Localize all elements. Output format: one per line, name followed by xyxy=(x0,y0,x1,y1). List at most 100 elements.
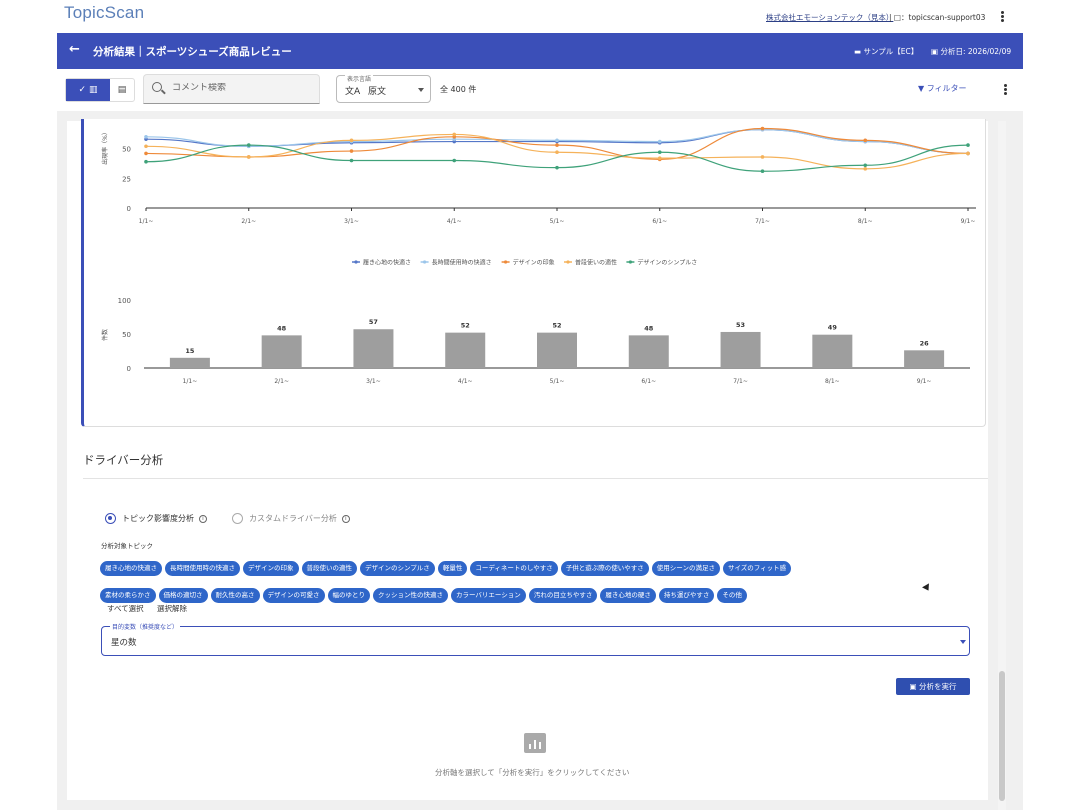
scrollbar-thumb[interactable] xyxy=(999,671,1005,801)
company-link[interactable]: 株式会社エモーションテック（見本） xyxy=(766,13,894,22)
analysis-card: 0 25 50 出現率（%） 1/1~ 2/1~ 3/1~ 4/1~ 5/1~ 6/1~ 7/1~ 8… xyxy=(67,119,988,800)
topic-chip[interactable]: 長時間使用時の快適さ xyxy=(165,561,240,576)
data-point xyxy=(246,155,251,159)
data-label: 49 xyxy=(828,324,838,332)
comment-view-button[interactable]: ▤ xyxy=(117,85,127,95)
legend-label: 長時間使用時の快適さ xyxy=(432,259,492,267)
data-label: 57 xyxy=(369,318,378,326)
y-tick-label: 0 xyxy=(127,365,131,373)
target-variable-value: 星の数 xyxy=(111,638,137,648)
data-label: 52 xyxy=(461,322,470,330)
translate-icon: 文A xyxy=(345,87,361,97)
data-point xyxy=(966,151,970,156)
sample-badge: ▬ サンプル【EC】 xyxy=(854,47,919,56)
y-tick-label: 100 xyxy=(118,297,131,305)
topic-chip[interactable]: 普段使いの適性 xyxy=(301,561,357,576)
comment-search[interactable] xyxy=(143,74,320,104)
legend-label: デザインの印象 xyxy=(513,259,555,267)
data-point xyxy=(452,132,457,137)
view-toggle[interactable]: ✓ ▥ ▤ xyxy=(65,78,135,102)
data-point xyxy=(144,159,148,164)
arrow-back-icon[interactable]: ← xyxy=(69,42,80,57)
topic-chip[interactable]: 耐久性の高さ xyxy=(210,588,260,603)
data-point xyxy=(760,126,765,131)
x-tick-label: 4/1~ xyxy=(458,378,473,385)
topic-chip[interactable]: 履き心地の快適さ xyxy=(100,561,162,576)
trend-chart-panel: 0 25 50 出現率（%） 1/1~ 2/1~ 3/1~ 4/1~ 5/1~ 6/1~ 7/1~ 8… xyxy=(81,119,986,427)
chart-view-button[interactable]: ✓ ▥ xyxy=(66,79,110,101)
data-label: 26 xyxy=(920,339,930,347)
topic-chip[interactable]: 汚れの目立ちやすさ xyxy=(528,588,598,603)
radio-topic-impact[interactable]: トピック影響度分析 i xyxy=(105,513,207,524)
data-point xyxy=(863,138,868,143)
language-label: 表示言語 xyxy=(345,74,374,83)
radio-unselected-icon[interactable] xyxy=(232,513,243,524)
legend-marker xyxy=(566,260,570,264)
more-menu-icon[interactable] xyxy=(996,10,1008,24)
y-axis-label: 件数 xyxy=(101,329,109,341)
data-point xyxy=(349,158,354,163)
info-icon[interactable]: i xyxy=(341,514,350,523)
topic-chip[interactable]: サイズのフィット感 xyxy=(722,561,792,576)
bar xyxy=(353,329,394,368)
data-label: 52 xyxy=(552,322,561,330)
clear-selection-button[interactable]: 選択解除 xyxy=(157,604,187,613)
topic-chip[interactable]: 価格の適切さ xyxy=(158,588,208,603)
bar xyxy=(628,335,669,368)
page-header: ← 分析結果｜スポーツシューズ商品レビュー ▬ サンプル【EC】 ▣ 分析日: … xyxy=(57,33,1023,69)
analysis-date: ▣ 分析日: 2026/02/09 xyxy=(931,47,1012,56)
topic-chip[interactable]: カラーバリエーション xyxy=(451,588,526,603)
dropdown-arrow-icon xyxy=(418,88,424,92)
scrollbar[interactable] xyxy=(998,121,1006,810)
topic-chip[interactable]: 子供と遊ぶ際の使いやすさ xyxy=(560,561,649,576)
x-tick-label: 9/1~ xyxy=(917,378,932,385)
target-variable-label: 目的変数（推奨度など） xyxy=(110,622,181,631)
topic-chip[interactable]: デザインの印象 xyxy=(243,561,299,576)
legend-marker xyxy=(354,260,358,264)
topic-chip[interactable]: その他 xyxy=(717,588,747,603)
top-bar: TopicScan 株式会社エモーションテック（見本） | □：topicsca… xyxy=(0,0,1080,33)
topic-chip[interactable]: 幅のゆとり xyxy=(327,588,370,603)
search-input[interactable] xyxy=(172,83,312,93)
topic-chip[interactable]: コーディネートのしやすさ xyxy=(470,561,558,576)
topic-chip[interactable]: クッション性の快適さ xyxy=(373,588,448,603)
target-variable-select[interactable]: 目的変数（推奨度など） 星の数 xyxy=(101,622,970,656)
topic-chip[interactable]: 軽量性 xyxy=(437,561,468,576)
topic-chip[interactable]: デザインのシンプルさ xyxy=(360,561,435,576)
topic-chip[interactable]: 素材の柔らかさ xyxy=(100,588,156,603)
topicscan-logo[interactable]: TopicScan xyxy=(64,3,145,22)
filter-button[interactable]: ▼ フィルター xyxy=(918,84,967,93)
radio-selected-icon[interactable] xyxy=(105,513,116,524)
y-tick-label: 0 xyxy=(127,205,131,213)
topic-chip-list: 履き心地の快適さ 長時間使用時の快適さ デザインの印象 普段使いの適性 デザインのシンプ… xyxy=(100,555,900,609)
radio-custom-driver[interactable]: カスタムドライバー分析 i xyxy=(232,513,350,524)
data-point xyxy=(966,143,970,147)
x-tick-label: 6/1~ xyxy=(641,378,656,385)
select-all-button[interactable]: すべて選択 xyxy=(107,604,144,613)
y-axis-label: 出現率（%） xyxy=(101,129,109,165)
legend-marker xyxy=(423,260,427,264)
run-analysis-button[interactable]: ▣ 分析を実行 xyxy=(896,678,970,695)
data-point xyxy=(760,155,765,159)
x-tick-label: 2/1~ xyxy=(241,218,256,225)
page-title: 分析結果｜スポーツシューズ商品レビュー xyxy=(93,46,292,58)
x-tick-label: 8/1~ xyxy=(858,218,873,225)
bar xyxy=(261,335,302,368)
data-point xyxy=(246,143,251,147)
empty-state-message: 分析軸を選択して「分析を実行」をクリックしてください xyxy=(435,768,630,777)
topic-chip[interactable]: 持ち運びやすさ xyxy=(658,588,715,603)
info-icon[interactable]: i xyxy=(199,514,207,523)
topic-chip[interactable]: 使用シーンの満足さ xyxy=(651,561,720,576)
language-select[interactable]: 表示言語 文A 原文 xyxy=(336,74,431,103)
total-count: 全 400 件 xyxy=(440,85,477,94)
topic-chip[interactable]: デザインの可愛さ xyxy=(262,588,325,603)
toolbar-more-icon[interactable] xyxy=(999,83,1011,97)
bar xyxy=(904,350,945,368)
data-point xyxy=(555,150,559,155)
driver-analysis-title: ドライバー分析 xyxy=(83,453,164,467)
legend-marker xyxy=(504,260,508,264)
data-label: 53 xyxy=(736,321,745,329)
data-point xyxy=(863,167,868,171)
topic-chip[interactable]: 履き心地の硬さ xyxy=(600,588,656,603)
x-tick-label: 4/1~ xyxy=(447,218,462,225)
